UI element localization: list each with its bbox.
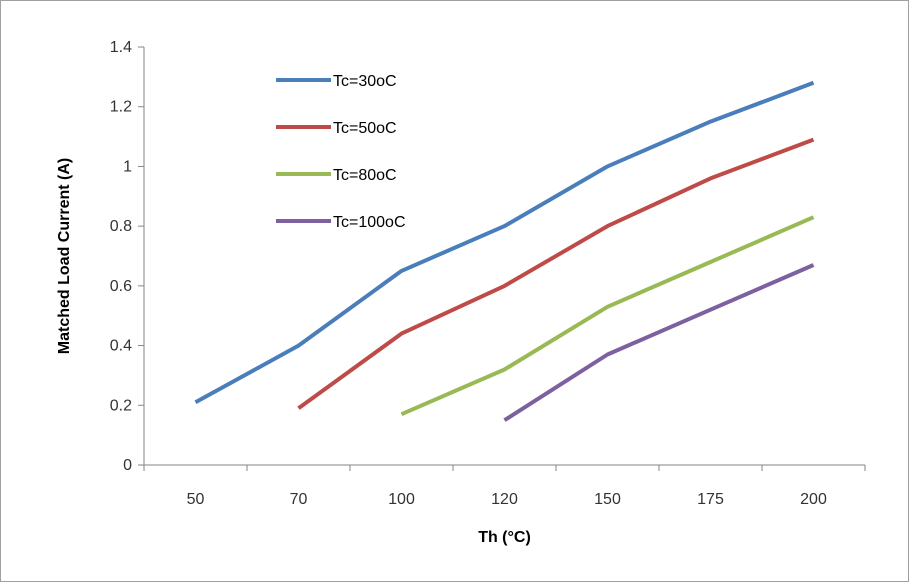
series-line-1 [194, 80, 815, 405]
y-tick-label: 0 [123, 457, 132, 474]
x-tick-label: 120 [491, 491, 518, 508]
legend-label: Tc=100oC [333, 214, 406, 231]
y-tick-label: 0.8 [110, 218, 132, 235]
y-tick-label: 1.2 [110, 99, 132, 116]
legend-label: Tc=30oC [333, 73, 397, 90]
x-axis-title: Th (°C) [478, 529, 531, 546]
x-axis-ticks: 50 70 100 120 150 175 200 [143, 465, 866, 508]
y-tick-label: 0.2 [110, 397, 132, 414]
y-tick-label: 1.4 [110, 39, 132, 56]
y-axis-title: Matched Load Current (A) [56, 158, 73, 354]
x-tick-label: 100 [388, 491, 415, 508]
y-tick-label: 0.4 [110, 338, 132, 355]
legend-label: Tc=50oC [333, 120, 397, 137]
series-line-4 [503, 263, 815, 422]
x-tick-label: 50 [187, 491, 205, 508]
series-line-2 [297, 137, 815, 410]
series-lines [194, 80, 815, 422]
legend: Tc=30oC Tc=50oC Tc=80oC Tc=100oC [276, 73, 406, 231]
series-line-3 [400, 215, 815, 417]
axes [143, 47, 865, 466]
y-tick-label: 1 [123, 158, 132, 175]
y-axis-ticks: 0 0.2 0.4 0.6 0.8 1 1.2 1.4 [110, 39, 144, 474]
x-tick-label: 200 [800, 491, 827, 508]
legend-label: Tc=80oC [333, 167, 397, 184]
x-tick-label: 150 [594, 491, 621, 508]
x-tick-label: 70 [290, 491, 308, 508]
y-tick-label: 0.6 [110, 278, 132, 295]
x-tick-label: 175 [697, 491, 724, 508]
